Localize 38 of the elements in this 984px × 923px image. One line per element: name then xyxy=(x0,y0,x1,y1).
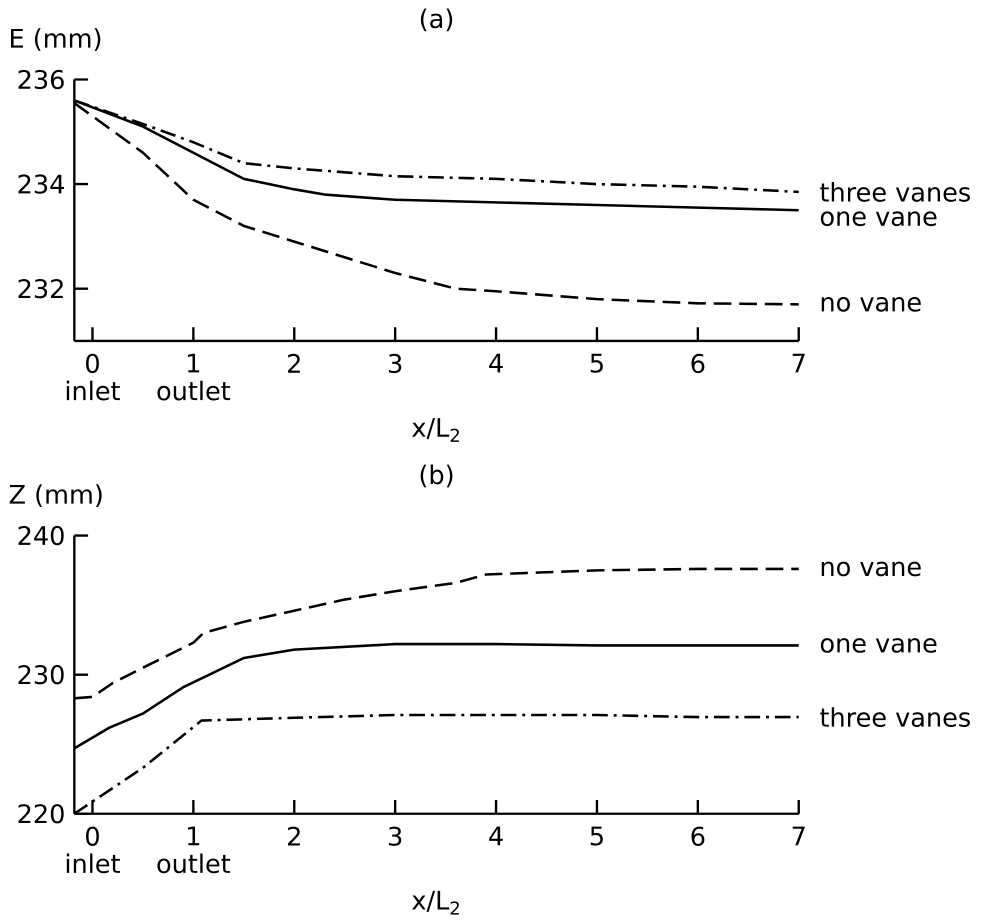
text: inlet xyxy=(66,853,120,874)
x-tick-label: 7 xyxy=(792,826,805,846)
y-tick-label: 220 xyxy=(18,804,64,824)
x-axis-title: x/L$_{2}$ xyxy=(412,890,459,915)
x-tick-label: 4 xyxy=(489,354,503,372)
x-tick-label: 4 xyxy=(489,826,503,846)
x-tick-label: 6 xyxy=(692,826,704,846)
x-tick-label: 2 xyxy=(288,826,300,846)
x-tick-label: 1 xyxy=(188,826,200,846)
y-tick-label: 240 xyxy=(18,526,64,546)
y-axis-title: E (mm) xyxy=(11,28,100,51)
x-tick-label: 0 xyxy=(86,826,99,846)
x-tick-label: 0 xyxy=(86,354,99,374)
x-tick-label: 5 xyxy=(590,354,603,373)
chart-title: (b) xyxy=(420,464,452,488)
chart-title: (a) xyxy=(420,8,452,32)
x-tick-label: 3 xyxy=(388,826,402,846)
y-tick-label: 234 xyxy=(18,174,64,194)
series-label: three vanes xyxy=(820,707,970,727)
x-tick-label: 2 xyxy=(288,354,300,373)
series-label: no vane xyxy=(822,296,921,312)
x-tick-label: 1 xyxy=(188,354,200,372)
x-axis-title: x/L$_{2}$ xyxy=(412,418,459,442)
series-label: no vane xyxy=(822,562,921,576)
x-tick-label: 6 xyxy=(692,354,704,374)
text: outlet xyxy=(157,380,230,400)
y-tick-label: 232 xyxy=(18,278,63,298)
y-axis-title: Z (mm) xyxy=(10,484,102,507)
text: outlet xyxy=(157,853,230,874)
y-tick-label: 236 xyxy=(18,70,64,90)
x-tick-label: 5 xyxy=(590,826,603,846)
series-label: three vanes xyxy=(820,182,970,202)
y-tick-label: 230 xyxy=(18,664,64,684)
series-label: one vane xyxy=(820,638,936,653)
text: inlet xyxy=(66,380,120,400)
x-tick-label: 3 xyxy=(388,354,402,374)
series-label: one vane xyxy=(820,211,936,226)
x-tick-label: 7 xyxy=(792,354,805,372)
